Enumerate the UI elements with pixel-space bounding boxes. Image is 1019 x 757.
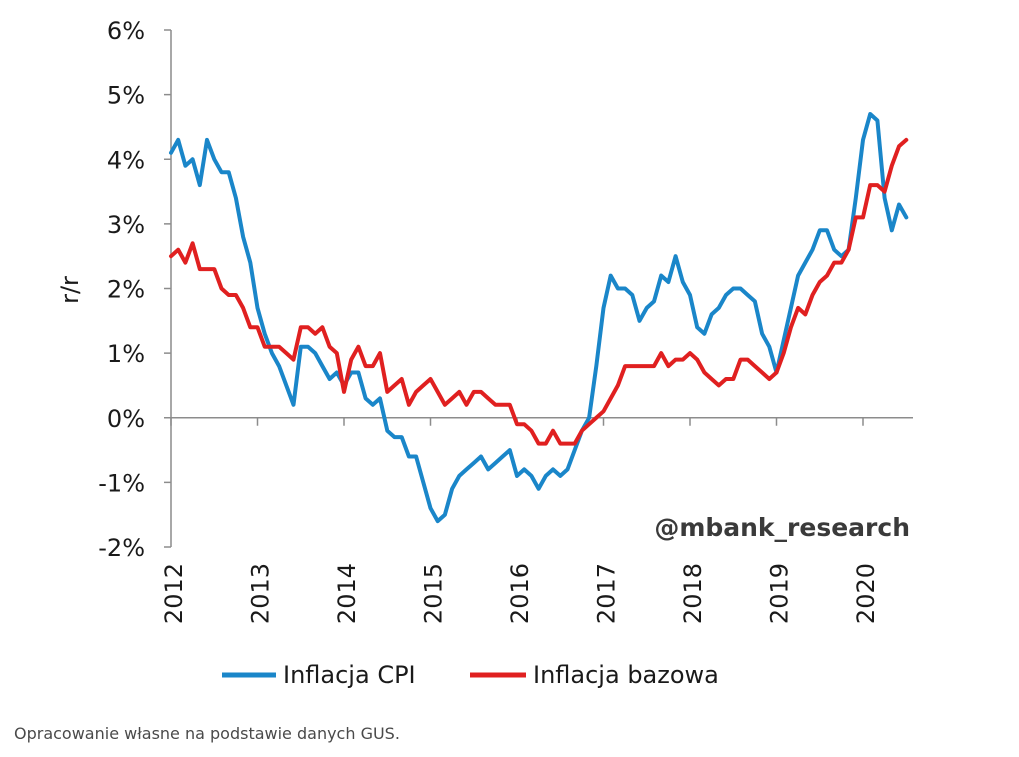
x-tick-label: 2020 (852, 563, 880, 624)
y-tick-label: 5% (107, 82, 145, 110)
inflation-chart: -2%-1%0%1%2%3%4%5%6% 2012 2013 2014 2015 201… (56, 17, 913, 689)
source-caption: Opracowanie własne na podstawie danych G… (14, 724, 400, 743)
axes (164, 29, 913, 548)
x-tick-labels: 2012 2013 2014 2015 2016 2017 2018 2019 2020 (160, 563, 880, 624)
y-tick-label: 1% (107, 340, 145, 368)
y-tick-label: -2% (98, 534, 145, 562)
series-line-core (169, 137, 909, 446)
series-lines (169, 112, 909, 524)
x-tick-label: 2019 (766, 563, 794, 624)
x-tick-label: 2013 (247, 563, 275, 624)
legend-label-core: Inflacja bazowa (533, 661, 719, 689)
x-tick-label: 2015 (420, 563, 448, 624)
y-tick-labels: -2% -1% 0% 1% 2% 3% 4% 5% 6% (98, 17, 145, 562)
watermark: @mbank_research (654, 513, 910, 542)
series-line-cpi (169, 112, 909, 524)
x-tick-label: 2012 (160, 563, 188, 624)
y-axis-label: r/r (56, 276, 84, 304)
x-tick-label: 2018 (679, 563, 707, 624)
x-tick-label: 2014 (333, 563, 361, 624)
x-tick-label: 2016 (506, 563, 534, 624)
legend: Inflacja CPI Inflacja bazowa (222, 661, 719, 689)
x-tick-label: 2017 (593, 563, 621, 624)
y-tick-label: 4% (107, 146, 145, 174)
y-tick-label: 3% (107, 211, 145, 239)
y-tick-label: 6% (107, 17, 145, 45)
y-tick-label: 0% (107, 405, 145, 433)
y-tick-label: -1% (98, 469, 145, 497)
y-tick-label: 2% (107, 276, 145, 304)
legend-label-cpi: Inflacja CPI (283, 661, 416, 689)
